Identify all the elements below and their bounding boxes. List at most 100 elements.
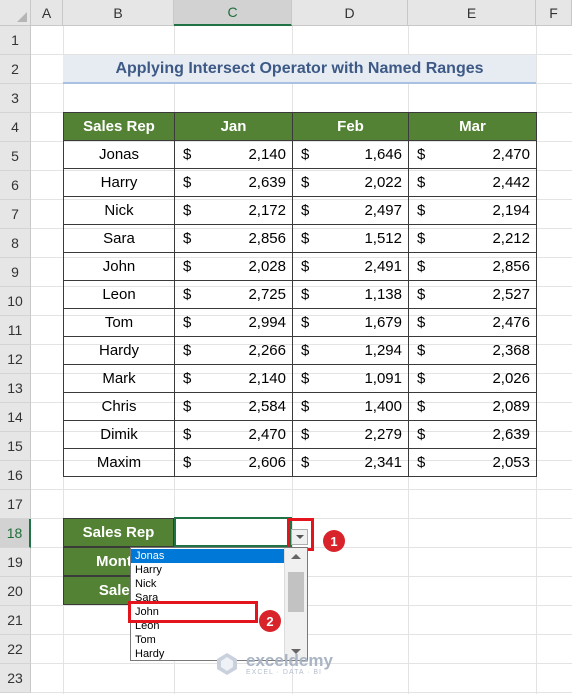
jan-value-cell[interactable]: $2,470 (174, 420, 293, 449)
row-header[interactable]: 7 (0, 200, 31, 229)
row-header[interactable]: 13 (0, 374, 31, 403)
mar-value-cell[interactable]: $2,212 (408, 224, 537, 253)
row-header[interactable]: 10 (0, 287, 31, 316)
row-header[interactable]: 23 (0, 664, 31, 693)
row-header[interactable]: 14 (0, 403, 31, 432)
dropdown-option-john[interactable]: John (135, 606, 159, 618)
mar-value-cell[interactable]: $2,053 (408, 448, 537, 477)
column-header-c[interactable]: C (174, 0, 292, 26)
row-header[interactable]: 22 (0, 635, 31, 664)
row-header[interactable]: 17 (0, 490, 31, 519)
row-header[interactable]: 9 (0, 258, 31, 287)
sales-rep-cell[interactable]: Jonas (63, 140, 175, 169)
jan-value-cell[interactable]: $2,172 (174, 196, 293, 225)
mar-value-cell[interactable]: $2,856 (408, 252, 537, 281)
sales-rep-cell[interactable]: Tom (63, 308, 175, 337)
jan-value-cell[interactable]: $2,140 (174, 364, 293, 393)
feb-value-cell[interactable]: $1,091 (292, 364, 409, 393)
mar-value-cell[interactable]: $2,368 (408, 336, 537, 365)
row-header[interactable]: 12 (0, 345, 31, 374)
row-header[interactable]: 5 (0, 142, 31, 171)
row-header[interactable]: 2 (0, 55, 31, 84)
row-header[interactable]: 15 (0, 432, 31, 461)
sales-rep-cell[interactable]: John (63, 252, 175, 281)
column-header-a[interactable]: A (31, 0, 63, 26)
feb-value-cell[interactable]: $1,294 (292, 336, 409, 365)
sales-rep-cell[interactable]: Leon (63, 280, 175, 309)
dropdown-option-leon[interactable]: Leon (135, 620, 160, 632)
feb-value-cell[interactable]: $1,679 (292, 308, 409, 337)
sales-rep-cell[interactable]: Chris (63, 392, 175, 421)
row-header[interactable]: 3 (0, 84, 31, 113)
column-header-d[interactable]: D (292, 0, 408, 26)
sales-rep-cell[interactable]: Sara (63, 224, 175, 253)
mar-value-cell[interactable]: $2,470 (408, 140, 537, 169)
lookup-label-sales-rep: Sales Rep (63, 518, 174, 547)
dropdown-option-tom[interactable]: Tom (135, 634, 156, 646)
jan-value-cell[interactable]: $2,266 (174, 336, 293, 365)
row-header[interactable]: 4 (0, 113, 31, 142)
row-header[interactable]: 20 (0, 577, 31, 606)
currency-symbol: $ (183, 454, 192, 471)
row-header[interactable]: 16 (0, 461, 31, 490)
jan-value-cell[interactable]: $2,856 (174, 224, 293, 253)
feb-value-cell[interactable]: $1,400 (292, 392, 409, 421)
amount: 1,294 (364, 342, 402, 359)
sales-rep-cell[interactable]: Dimik (63, 420, 175, 449)
jan-value-cell[interactable]: $2,028 (174, 252, 293, 281)
sales-rep-cell[interactable]: Harry (63, 168, 175, 197)
mar-value-cell[interactable]: $2,476 (408, 308, 537, 337)
feb-value-cell[interactable]: $2,341 (292, 448, 409, 477)
mar-value-cell[interactable]: $2,194 (408, 196, 537, 225)
mar-value-cell[interactable]: $2,442 (408, 168, 537, 197)
sales-rep-cell[interactable]: Mark (63, 364, 175, 393)
amount: 2,639 (248, 174, 286, 191)
column-header-b[interactable]: B (63, 0, 174, 26)
row-header[interactable]: 8 (0, 229, 31, 258)
table-row: Sara $2,856 $1,512 $2,212 (63, 224, 537, 253)
dropdown-option-nick[interactable]: Nick (135, 578, 157, 590)
jan-value-cell[interactable]: $2,584 (174, 392, 293, 421)
sales-rep-cell[interactable]: Maxim (63, 448, 175, 477)
row-header[interactable]: 6 (0, 171, 31, 200)
dropdown-button[interactable] (291, 529, 308, 545)
dropdown-option-harry[interactable]: Harry (135, 564, 162, 576)
currency-symbol: $ (301, 314, 310, 331)
jan-value-cell[interactable]: $2,725 (174, 280, 293, 309)
sales-rep-cell[interactable]: Hardy (63, 336, 175, 365)
feb-value-cell[interactable]: $2,491 (292, 252, 409, 281)
jan-value-cell[interactable]: $2,994 (174, 308, 293, 337)
row-header[interactable]: 11 (0, 316, 31, 345)
feb-value-cell[interactable]: $1,646 (292, 140, 409, 169)
column-header-e[interactable]: E (408, 0, 536, 26)
dropdown-scrollbar[interactable] (284, 548, 307, 660)
row-header[interactable]: 21 (0, 606, 31, 635)
table-row: Dimik $2,470 $2,279 $2,639 (63, 420, 537, 449)
feb-value-cell[interactable]: $1,138 (292, 280, 409, 309)
amount: 2,856 (492, 258, 530, 275)
scroll-thumb[interactable] (288, 572, 304, 612)
scroll-up-icon[interactable] (291, 554, 301, 559)
row-header[interactable]: 19 (0, 548, 31, 577)
jan-value-cell[interactable]: $2,606 (174, 448, 293, 477)
jan-value-cell[interactable]: $2,639 (174, 168, 293, 197)
feb-value-cell[interactable]: $2,279 (292, 420, 409, 449)
feb-value-cell[interactable]: $1,512 (292, 224, 409, 253)
mar-value-cell[interactable]: $2,639 (408, 420, 537, 449)
validation-dropdown-list[interactable]: Jonas Harry Nick Sara John Leon Tom Hardy (130, 547, 308, 661)
selected-cell-c18[interactable] (174, 517, 292, 547)
feb-value-cell[interactable]: $2,497 (292, 196, 409, 225)
mar-value-cell[interactable]: $2,026 (408, 364, 537, 393)
jan-value-cell[interactable]: $2,140 (174, 140, 293, 169)
dropdown-option-hardy[interactable]: Hardy (135, 648, 165, 660)
dropdown-option-jonas[interactable]: Jonas (131, 549, 286, 563)
mar-value-cell[interactable]: $2,089 (408, 392, 537, 421)
row-header[interactable]: 1 (0, 26, 31, 55)
scroll-down-icon[interactable] (291, 649, 301, 654)
column-header-f[interactable]: F (536, 0, 572, 26)
mar-value-cell[interactable]: $2,527 (408, 280, 537, 309)
sales-rep-cell[interactable]: Nick (63, 196, 175, 225)
select-all-corner[interactable] (0, 0, 31, 26)
row-header[interactable]: 18 (0, 519, 31, 548)
feb-value-cell[interactable]: $2,022 (292, 168, 409, 197)
